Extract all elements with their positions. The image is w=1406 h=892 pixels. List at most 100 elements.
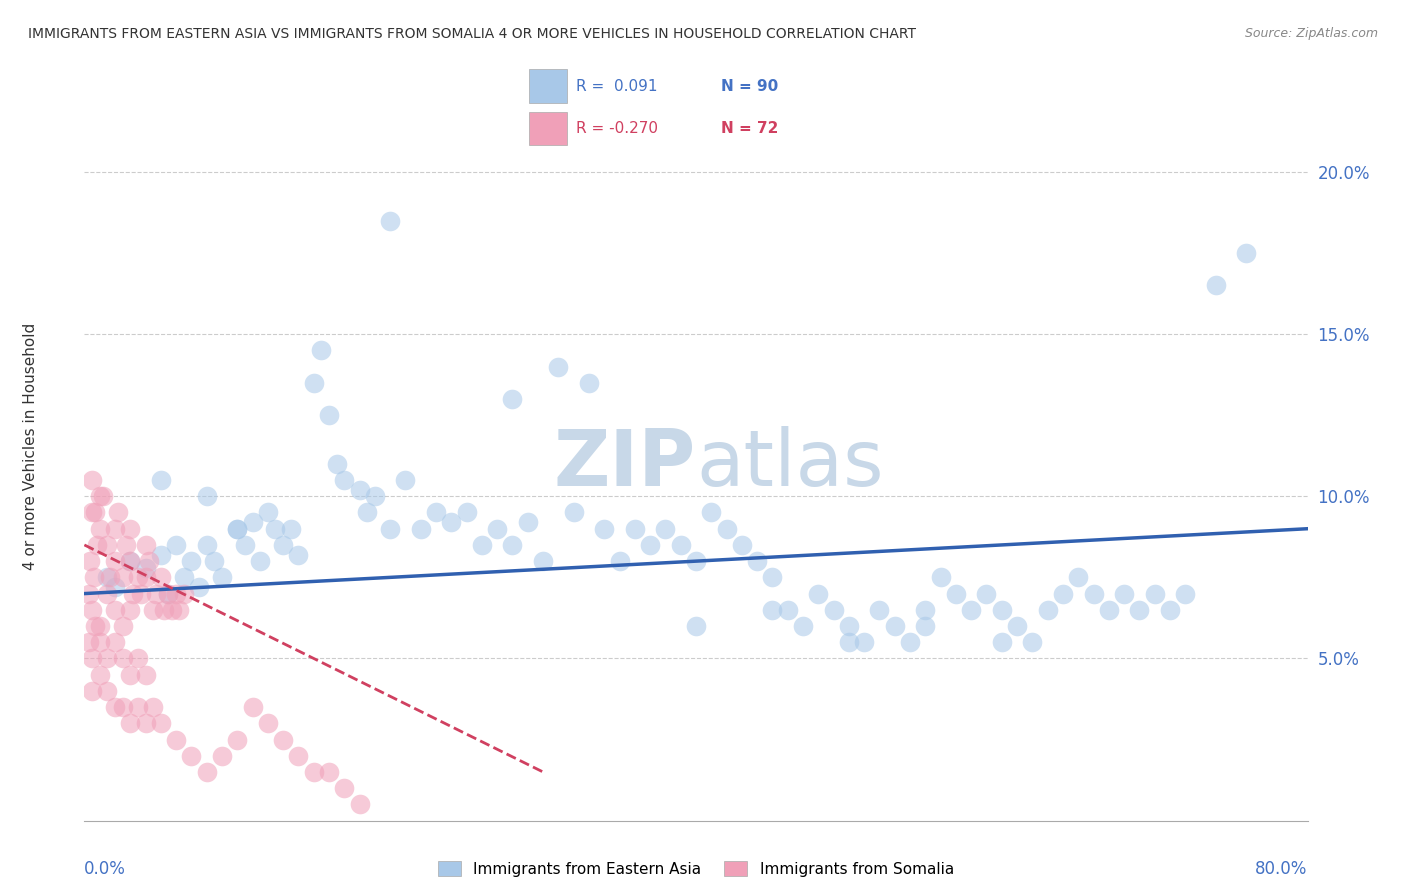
Point — [122, 586, 145, 600]
Point — [104, 700, 127, 714]
Point — [104, 635, 127, 649]
Point — [104, 580, 127, 594]
Point — [311, 343, 333, 358]
Point — [898, 635, 921, 649]
Point — [593, 522, 616, 536]
Point — [129, 586, 152, 600]
Text: 0.0%: 0.0% — [84, 860, 127, 878]
Point — [96, 570, 118, 584]
Point — [173, 570, 195, 584]
Point — [86, 538, 108, 552]
Point — [654, 522, 676, 536]
Point — [1021, 635, 1043, 649]
Point — [120, 554, 142, 568]
Point — [167, 603, 190, 617]
Point — [233, 538, 256, 552]
Legend: Immigrants from Eastern Asia, Immigrants from Somalia: Immigrants from Eastern Asia, Immigrants… — [430, 853, 962, 884]
Point — [731, 538, 754, 552]
Point — [547, 359, 569, 374]
Point — [716, 522, 738, 536]
Point — [135, 716, 157, 731]
Point — [91, 489, 114, 503]
Point — [838, 619, 860, 633]
Point — [883, 619, 905, 633]
Point — [149, 548, 172, 562]
Point — [127, 651, 149, 665]
Point — [501, 538, 523, 552]
Point — [929, 570, 952, 584]
Point — [165, 586, 187, 600]
Bar — [530, 70, 567, 103]
Point — [807, 586, 830, 600]
Point — [325, 457, 347, 471]
Point — [745, 554, 768, 568]
Point — [142, 603, 165, 617]
Point — [114, 538, 136, 552]
Point — [1067, 570, 1090, 584]
Point — [257, 716, 280, 731]
Point — [486, 522, 509, 536]
Point — [823, 603, 845, 617]
Point — [669, 538, 692, 552]
Point — [138, 554, 160, 568]
Point — [271, 538, 294, 552]
Point — [990, 603, 1012, 617]
Text: N = 72: N = 72 — [721, 120, 779, 136]
Point — [107, 506, 129, 520]
Point — [84, 506, 107, 520]
Point — [501, 392, 523, 406]
Point — [120, 522, 142, 536]
Point — [149, 570, 172, 584]
Point — [145, 586, 167, 600]
Point — [685, 619, 707, 633]
Point — [249, 554, 271, 568]
Point — [120, 554, 142, 568]
Point — [380, 213, 402, 227]
Point — [96, 684, 118, 698]
Point — [302, 764, 325, 779]
Point — [135, 560, 157, 574]
Point — [135, 667, 157, 681]
Point — [700, 506, 723, 520]
Point — [1234, 246, 1257, 260]
Point — [838, 635, 860, 649]
Point — [349, 483, 371, 497]
Point — [280, 522, 302, 536]
Point — [135, 570, 157, 584]
Point — [120, 667, 142, 681]
Point — [1083, 586, 1105, 600]
Point — [127, 570, 149, 584]
Point — [195, 764, 218, 779]
Point — [1159, 603, 1181, 617]
Text: ZIP: ZIP — [554, 425, 696, 502]
Point — [1143, 586, 1166, 600]
Point — [80, 684, 103, 698]
Point — [89, 619, 111, 633]
Point — [188, 580, 211, 594]
Point — [349, 797, 371, 812]
Point — [226, 732, 249, 747]
Point — [89, 522, 111, 536]
Point — [165, 538, 187, 552]
Point — [77, 586, 100, 600]
Point — [226, 522, 249, 536]
Point — [302, 376, 325, 390]
Point — [153, 603, 176, 617]
Point — [531, 554, 554, 568]
Point — [456, 506, 478, 520]
Text: IMMIGRANTS FROM EASTERN ASIA VS IMMIGRANTS FROM SOMALIA 4 OR MORE VEHICLES IN HO: IMMIGRANTS FROM EASTERN ASIA VS IMMIGRAN… — [28, 27, 917, 41]
Point — [869, 603, 891, 617]
Point — [80, 506, 103, 520]
Point — [853, 635, 876, 649]
Point — [624, 522, 647, 536]
Point — [104, 522, 127, 536]
Point — [257, 506, 280, 520]
Point — [79, 554, 101, 568]
Point — [356, 506, 378, 520]
Point — [1174, 586, 1197, 600]
Point — [318, 408, 340, 422]
Point — [96, 538, 118, 552]
Point — [1052, 586, 1074, 600]
Point — [80, 603, 103, 617]
Point — [1128, 603, 1150, 617]
